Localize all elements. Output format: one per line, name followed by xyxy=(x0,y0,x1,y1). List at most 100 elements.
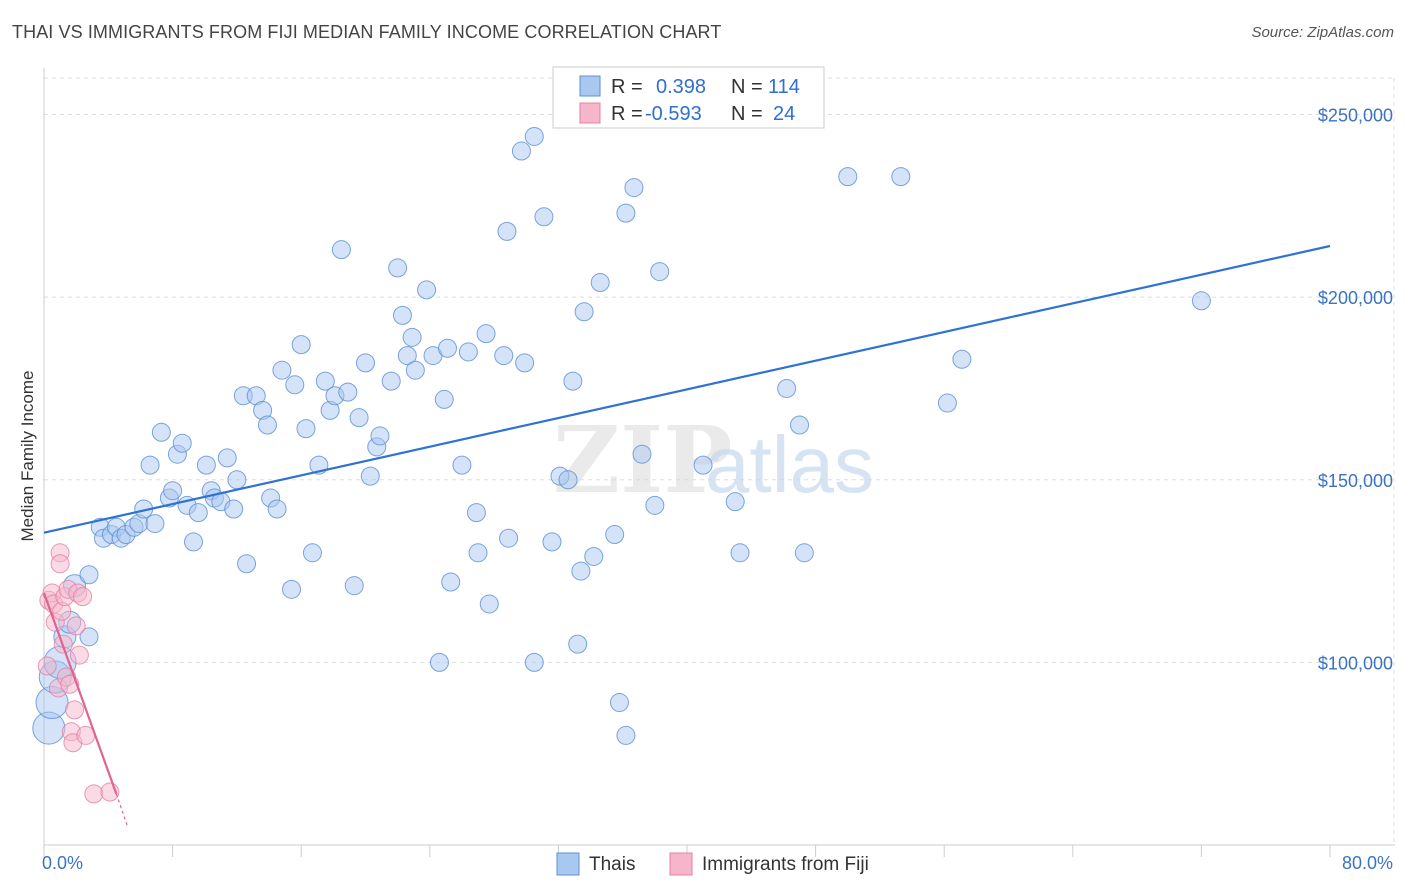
thais-point xyxy=(937,393,957,413)
x-tick-labels: 0.0% 80.0% xyxy=(42,853,1393,873)
thais-point xyxy=(79,565,99,585)
legend-n-fiji: 24 xyxy=(773,103,795,125)
legend-n-label-fiji: N = xyxy=(731,103,763,125)
thais-point xyxy=(315,371,335,391)
thais-point xyxy=(397,346,417,366)
thais-point xyxy=(417,280,437,300)
thais-point xyxy=(476,324,496,344)
y-tick-label: $250,000 xyxy=(1318,106,1393,126)
thais-point xyxy=(338,382,358,402)
thais-point xyxy=(434,389,454,409)
thais-point xyxy=(302,543,322,563)
thais-point xyxy=(499,528,519,548)
thais-point xyxy=(356,353,375,373)
thais-point xyxy=(632,444,652,464)
thais-point xyxy=(172,433,192,453)
thais-point xyxy=(730,543,750,563)
thais-point xyxy=(405,360,425,380)
thais-point xyxy=(494,346,514,366)
thais-point xyxy=(466,503,486,523)
thais-point xyxy=(183,532,203,552)
thais-point xyxy=(458,342,478,362)
y-tick-labels: $100,000 $150,000 $200,000 $250,000 xyxy=(1318,106,1393,674)
thais-point xyxy=(227,470,247,490)
thais-point xyxy=(360,466,380,486)
legend-r-label-thais: R = xyxy=(611,76,643,98)
thais-point xyxy=(282,579,302,599)
thais-point xyxy=(140,455,160,475)
thais-point xyxy=(145,514,165,534)
thais-point xyxy=(574,302,594,322)
thais-point xyxy=(344,576,364,596)
series-fiji-points xyxy=(37,543,120,804)
thais-point xyxy=(437,338,457,358)
thais-point xyxy=(381,371,401,391)
thais-point xyxy=(605,525,625,545)
thais-point xyxy=(272,360,292,380)
thais-point xyxy=(331,240,351,260)
thais-point xyxy=(479,594,499,614)
thais-point xyxy=(224,499,244,519)
thais-point xyxy=(794,543,814,563)
fiji-point xyxy=(37,656,57,676)
thais-point xyxy=(196,455,216,475)
thais-point xyxy=(524,126,544,146)
thais-point xyxy=(370,426,390,446)
x-tick-label-max: 80.0% xyxy=(1342,853,1393,873)
thais-point xyxy=(542,532,562,552)
series-legend: Thais Immigrants from Fiji xyxy=(556,852,869,876)
thais-point xyxy=(468,543,488,563)
legend-n-thais: 114 xyxy=(768,76,800,98)
thais-point xyxy=(616,725,636,745)
y-tick-label: $150,000 xyxy=(1318,471,1393,491)
thais-point xyxy=(584,546,604,566)
fiji-point xyxy=(66,616,86,636)
thais-point xyxy=(163,481,183,501)
y-tick-label: $200,000 xyxy=(1318,288,1393,308)
thais-point xyxy=(1191,291,1211,311)
thais-point xyxy=(838,167,858,187)
thais-point xyxy=(151,422,171,442)
legend-swatch-thais xyxy=(579,75,601,97)
thais-point xyxy=(558,470,578,490)
thais-point xyxy=(609,693,629,713)
thais-point xyxy=(616,203,636,223)
series-thais-points xyxy=(32,126,1211,745)
bottom-legend-label-fiji: Immigrants from Fiji xyxy=(702,854,869,875)
thais-point xyxy=(441,572,461,592)
thais-point xyxy=(590,273,610,293)
thais-point xyxy=(624,178,644,198)
thais-point xyxy=(497,221,517,241)
y-tick-label: $100,000 xyxy=(1318,653,1393,673)
thais-point xyxy=(568,634,588,654)
fiji-trend-extension xyxy=(115,793,129,827)
thais-point xyxy=(534,207,554,227)
thais-point xyxy=(296,419,316,439)
thais-point xyxy=(237,554,257,574)
thais-point xyxy=(563,371,583,391)
thais-point xyxy=(645,495,665,515)
fiji-point xyxy=(65,700,85,720)
thais-point xyxy=(452,455,472,475)
trend-lines xyxy=(42,244,1331,827)
thais-point xyxy=(217,448,237,468)
x-tick-label-min: 0.0% xyxy=(42,853,83,873)
legend-r-label-fiji: R = xyxy=(611,103,643,125)
thais-point xyxy=(952,349,972,369)
thais-point xyxy=(725,492,745,512)
thais-point xyxy=(291,335,311,355)
thais-point xyxy=(349,408,369,428)
y-axis-title: Median Family Income xyxy=(18,370,37,541)
bottom-legend-label-thais: Thais xyxy=(589,854,635,875)
thais-point xyxy=(571,561,591,581)
bottom-legend-swatch-thais xyxy=(556,852,580,876)
bottom-legend-swatch-fiji xyxy=(669,852,693,876)
thais-point xyxy=(429,652,449,672)
thais-point xyxy=(267,499,287,519)
thais-point xyxy=(777,378,797,398)
thais-point xyxy=(511,141,531,161)
legend-n-label-thais: N = xyxy=(731,76,763,98)
thais-point xyxy=(650,262,670,282)
thais-trend-line xyxy=(43,244,1331,534)
